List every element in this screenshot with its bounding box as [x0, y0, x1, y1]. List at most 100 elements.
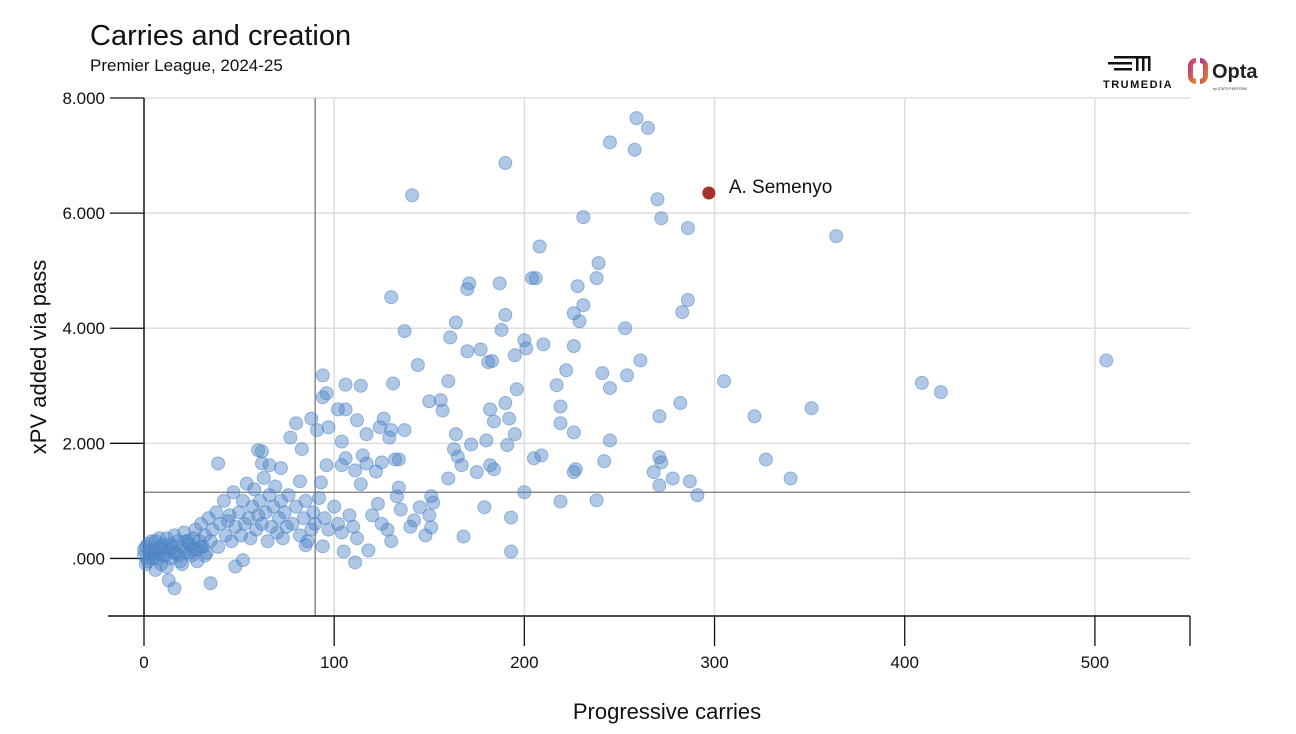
data-point — [262, 458, 277, 473]
data-point — [485, 354, 500, 369]
y-axis-label: xPV added via pass — [26, 260, 51, 454]
data-point — [281, 488, 296, 503]
data-point — [342, 508, 357, 523]
data-point — [315, 390, 330, 405]
data-point — [629, 111, 644, 126]
data-point — [454, 458, 469, 473]
y-tick-label: 4.000 — [62, 319, 105, 338]
data-point — [509, 382, 524, 397]
data-point — [144, 534, 159, 549]
data-point — [334, 525, 349, 540]
data-point — [361, 543, 376, 558]
data-point — [570, 279, 585, 294]
data-point — [216, 493, 231, 508]
data-point — [397, 423, 412, 438]
x-tick-label: 0 — [139, 653, 148, 672]
data-point — [690, 488, 705, 503]
reference-lines — [144, 98, 1190, 616]
data-point — [268, 479, 283, 494]
data-point — [566, 339, 581, 354]
data-point — [483, 402, 498, 417]
data-point — [348, 463, 363, 478]
data-point — [602, 135, 617, 150]
data-point — [665, 471, 680, 486]
data-point — [654, 455, 669, 470]
data-point — [464, 437, 479, 452]
data-point — [266, 499, 281, 514]
data-point — [682, 474, 697, 489]
data-point — [304, 411, 319, 426]
data-point — [171, 548, 186, 563]
data-point — [321, 420, 336, 435]
data-point — [602, 433, 617, 448]
data-point — [338, 451, 353, 466]
data-point — [572, 314, 587, 329]
data-point — [597, 454, 612, 469]
data-point — [589, 493, 604, 508]
data-point — [315, 539, 330, 554]
data-point — [275, 531, 290, 546]
grid — [144, 97, 1190, 616]
data-point — [517, 485, 532, 500]
data-point — [717, 374, 732, 389]
data-point — [418, 528, 433, 543]
data-point — [576, 298, 591, 313]
data-point — [260, 534, 275, 549]
data-point — [256, 470, 271, 485]
data-point — [294, 442, 309, 457]
data-point — [194, 539, 209, 554]
data-point — [602, 381, 617, 396]
data-point — [479, 433, 494, 448]
data-point — [285, 516, 300, 531]
data-point — [159, 560, 174, 575]
data-point — [213, 516, 228, 531]
data-point — [365, 508, 380, 523]
data-point — [258, 505, 273, 520]
data-point — [397, 324, 412, 339]
data-point — [380, 522, 395, 537]
data-point — [620, 368, 635, 383]
data-point — [292, 528, 307, 543]
data-point — [386, 376, 401, 391]
data-point — [391, 452, 406, 467]
data-point — [319, 386, 334, 401]
data-point — [914, 375, 929, 390]
data-point — [549, 378, 564, 393]
data-point — [618, 321, 633, 336]
data-point — [504, 544, 519, 559]
data-point — [249, 522, 264, 537]
data-point — [933, 385, 948, 400]
data-point — [313, 475, 328, 490]
y-tick-label: 8.000 — [62, 89, 105, 108]
data-point — [553, 399, 568, 414]
data-point — [829, 229, 844, 244]
data-point — [500, 438, 515, 453]
data-point — [311, 491, 326, 506]
data-point — [306, 505, 321, 520]
data-point — [460, 344, 475, 359]
data-point — [359, 456, 374, 471]
data-point — [247, 482, 262, 497]
data-point — [673, 396, 688, 411]
data-point — [502, 411, 517, 426]
data-point — [388, 452, 403, 467]
points — [137, 111, 1114, 596]
data-point — [650, 192, 665, 207]
data-point — [494, 322, 509, 337]
data-point — [163, 537, 178, 552]
data-point — [566, 306, 581, 321]
data-point — [315, 368, 330, 383]
data-point — [595, 366, 610, 381]
data-point — [426, 495, 441, 510]
data-point — [161, 573, 176, 588]
data-point — [473, 342, 488, 357]
data-point — [283, 430, 298, 445]
data-point — [254, 444, 269, 459]
data-point — [507, 427, 522, 442]
data-point — [359, 427, 374, 442]
data-point — [203, 576, 218, 591]
data-point — [559, 363, 574, 378]
opta-logo: Opta by STATS PERFORM — [1188, 58, 1258, 91]
x-tick-label: 100 — [320, 653, 348, 672]
